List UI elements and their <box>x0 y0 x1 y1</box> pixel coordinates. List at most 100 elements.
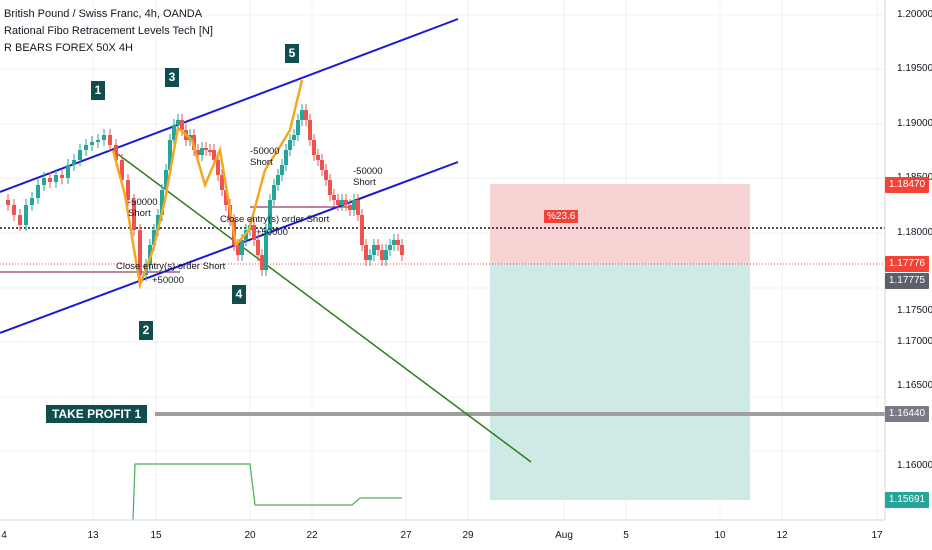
price-badge-last: 1.17775 <box>885 273 929 289</box>
candle-body <box>138 230 142 275</box>
candle-body <box>164 170 168 190</box>
candle-body <box>78 150 82 160</box>
candle-body <box>360 215 364 245</box>
price-tick: 1.17000 <box>897 336 932 347</box>
candle-body <box>396 240 400 245</box>
chart-legend: British Pound / Swiss Franc, 4h, OANDA R… <box>4 6 213 57</box>
candle-body <box>316 155 320 160</box>
close-entry-annotation: Close entry(s) order Short <box>220 214 330 225</box>
candle-body <box>84 145 88 150</box>
symbol-title: British Pound / Swiss Franc, 4h, OANDA <box>4 8 203 20</box>
candle-body <box>352 200 356 210</box>
time-tick: 13 <box>87 530 99 541</box>
candle-body <box>388 245 392 250</box>
stop-loss-zone <box>490 184 750 264</box>
candle-body <box>300 110 304 120</box>
time-tick: 20 <box>244 530 256 541</box>
time-tick: 12 <box>776 530 788 541</box>
channel-lower-line <box>0 161 459 334</box>
candle-body <box>292 135 296 140</box>
candle-body <box>264 230 268 270</box>
candle-body <box>102 135 106 140</box>
candle-body <box>288 140 292 150</box>
time-tick: 17 <box>871 530 883 541</box>
wave-label-5: 5 <box>285 44 299 63</box>
candle-body <box>372 245 376 255</box>
candle-body <box>280 165 284 175</box>
price-tick: 1.19500 <box>897 63 932 74</box>
candle-body <box>272 185 276 200</box>
candle-body <box>336 200 340 205</box>
price-tick: 1.19000 <box>897 118 932 129</box>
long-annotation: +50000 <box>152 275 184 286</box>
candle-body <box>24 205 28 225</box>
time-tick: 29 <box>462 530 474 541</box>
candle-body <box>72 160 76 165</box>
candle-body <box>204 148 208 150</box>
candle-body <box>212 150 216 160</box>
price-tick: 1.20000 <box>897 9 932 20</box>
price-badge-take-profit: 1.16440 <box>885 406 929 422</box>
candle-body <box>42 178 46 185</box>
candle-body <box>114 145 118 160</box>
candle-body <box>340 200 344 205</box>
candle-body <box>168 140 172 170</box>
time-tick: Aug <box>555 530 573 541</box>
candle-body <box>60 175 64 178</box>
candle-body <box>260 255 264 270</box>
candle-body <box>276 175 280 185</box>
time-tick: 15 <box>150 530 162 541</box>
candle-body <box>328 180 332 195</box>
candle-body <box>48 178 52 182</box>
price-tick: 1.16500 <box>897 380 932 391</box>
wave-label-3: 3 <box>165 68 179 87</box>
candle-body <box>268 200 272 230</box>
candle-body <box>384 250 388 260</box>
time-tick: 5 <box>623 530 629 541</box>
candle-body <box>126 180 130 200</box>
candle-body <box>132 200 136 230</box>
candle-body <box>108 135 112 145</box>
candle-body <box>296 120 300 135</box>
candle-body <box>344 200 348 205</box>
position-percent-badge: %23.6 <box>544 210 579 223</box>
candle-body <box>176 120 180 125</box>
candles <box>6 104 404 281</box>
candle-body <box>208 150 212 152</box>
candle-body <box>284 150 288 165</box>
candle-body <box>6 200 10 205</box>
short-annotation: -50000 Short <box>128 197 158 219</box>
candle-body <box>54 175 58 182</box>
candle-body <box>180 120 184 130</box>
candle-body <box>200 148 204 155</box>
time-tick: 10 <box>714 530 726 541</box>
candle-body <box>220 175 224 190</box>
time-tick: 4 <box>1 530 7 541</box>
candle-body <box>240 240 244 255</box>
candle-body <box>96 140 100 142</box>
candle-body <box>356 200 360 215</box>
time-tick: 27 <box>400 530 412 541</box>
price-tick: 1.18000 <box>897 227 932 238</box>
grid <box>0 0 885 520</box>
candle-body <box>18 215 22 225</box>
candle-body <box>224 190 228 205</box>
zigzag-line <box>111 79 304 290</box>
price-badge-stop: 1.18470 <box>885 177 929 193</box>
candle-body <box>152 230 156 245</box>
indicator-line <box>132 463 402 521</box>
candle-body <box>376 245 380 250</box>
candle-body <box>308 120 312 140</box>
candle-body <box>120 160 124 180</box>
price-badge-target: 1.15691 <box>885 492 929 508</box>
candle-body <box>364 245 368 260</box>
candle-body <box>348 205 352 210</box>
wave-label-1: 1 <box>91 81 105 100</box>
candle-body <box>368 255 372 260</box>
candle-body <box>172 125 176 140</box>
time-tick: 22 <box>306 530 318 541</box>
long-annotation: +50000 <box>256 227 288 238</box>
candle-body <box>304 110 308 120</box>
strategy-name: R BEARS FOREX 50X 4H <box>4 42 133 54</box>
